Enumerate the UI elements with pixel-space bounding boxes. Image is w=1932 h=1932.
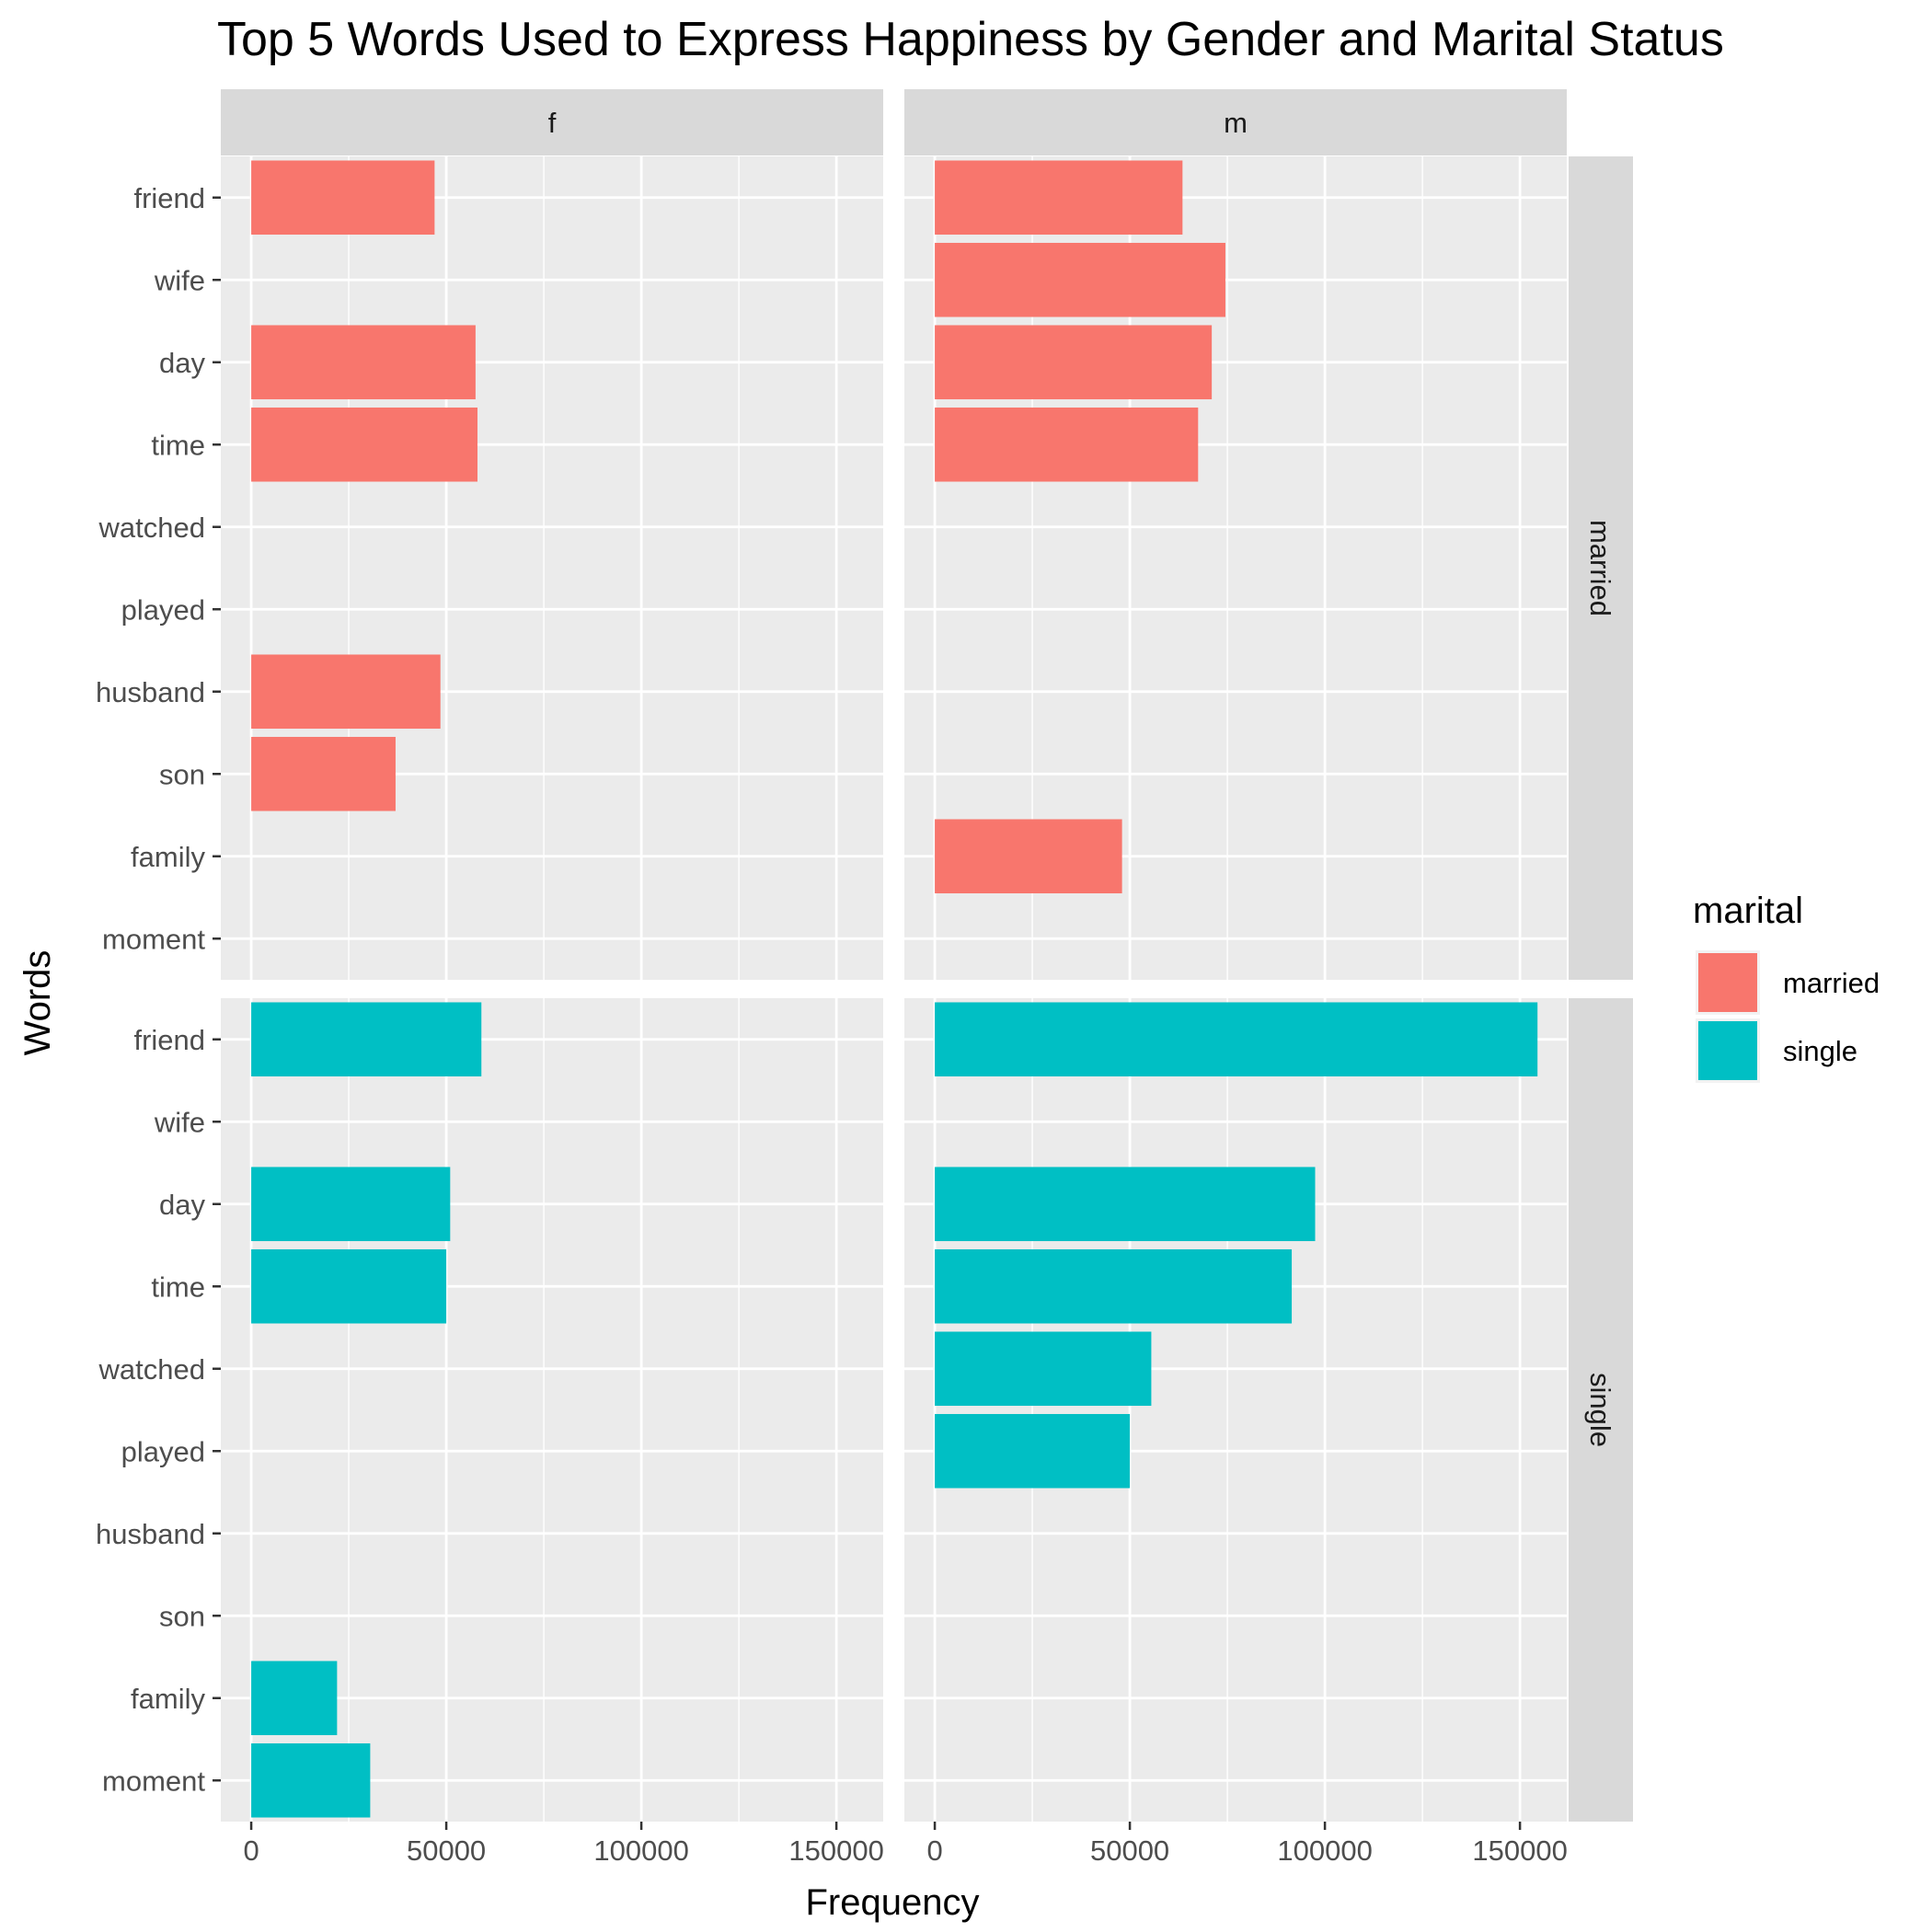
x-tick-label: 50000 xyxy=(407,1834,486,1867)
y-axis-title: Words xyxy=(17,950,58,1056)
bar-m-single-time xyxy=(935,1248,1293,1324)
y-tick-label-moment: moment xyxy=(102,1765,205,1797)
bar-f-single-family xyxy=(251,1661,338,1736)
row-strip-married xyxy=(1569,156,1633,980)
column-strip-f xyxy=(221,89,883,155)
bar-f-single-moment xyxy=(251,1742,371,1818)
y-tick-label-time: time xyxy=(151,429,205,461)
bar-m-single-day xyxy=(935,1167,1316,1242)
row-strip-label-single: single xyxy=(1584,1373,1616,1447)
y-tick-label-wife: wife xyxy=(154,264,205,296)
bar-f-single-friend xyxy=(251,1002,482,1077)
row-strip-label-married: married xyxy=(1584,520,1616,616)
y-tick-label-played: played xyxy=(121,1435,205,1467)
bar-f-single-day xyxy=(251,1167,451,1242)
column-strip-label-f: f xyxy=(548,107,557,139)
panel-m-single xyxy=(904,998,1567,1822)
x-axis-title: Frequency xyxy=(806,1882,980,1923)
column-strip-m xyxy=(904,89,1567,155)
legend: marital married single xyxy=(1693,891,1880,1083)
bar-m-married-wife xyxy=(935,242,1225,317)
x-tick-label: 100000 xyxy=(593,1834,688,1867)
bar-f-married-time xyxy=(251,407,478,482)
bar-m-single-friend xyxy=(935,1002,1538,1077)
y-tick-label-moment: moment xyxy=(102,923,205,955)
legend-label-married: married xyxy=(1783,967,1880,999)
bar-m-married-day xyxy=(935,325,1213,400)
y-tick-label-wife: wife xyxy=(154,1106,205,1138)
panels-layer: f m married single friend wife day time watched p… xyxy=(96,89,1633,1867)
legend-swatch-married xyxy=(1698,953,1757,1012)
panel-f-single xyxy=(221,998,883,1822)
bar-f-married-husband xyxy=(251,654,441,730)
y-tick-label-watched: watched xyxy=(98,1353,205,1386)
bar-m-married-time xyxy=(935,407,1199,482)
x-tick-label: 150000 xyxy=(788,1834,883,1867)
x-tick-label: 50000 xyxy=(1090,1834,1169,1867)
bar-f-married-son xyxy=(251,736,396,811)
y-tick-label-time: time xyxy=(151,1271,205,1303)
bar-m-married-friend xyxy=(935,160,1183,236)
y-tick-label-husband: husband xyxy=(96,1518,205,1550)
bar-m-married-family xyxy=(935,819,1122,894)
y-tick-label-played: played xyxy=(121,593,205,626)
bar-f-married-friend xyxy=(251,160,435,236)
bar-m-single-played xyxy=(935,1413,1131,1489)
legend-title: marital xyxy=(1693,891,1803,931)
y-tick-label-son: son xyxy=(159,758,205,790)
x-tick-label: 100000 xyxy=(1277,1834,1372,1867)
bar-m-single-watched xyxy=(935,1331,1152,1407)
panel-background xyxy=(221,156,883,980)
panel-m-married xyxy=(904,156,1567,980)
panel-f-married xyxy=(221,156,883,980)
x-tick-label: 150000 xyxy=(1472,1834,1567,1867)
column-strip-label-m: m xyxy=(1224,107,1248,139)
y-tick-label-family: family xyxy=(131,841,205,873)
legend-label-single: single xyxy=(1783,1035,1857,1067)
panel-background xyxy=(904,998,1567,1822)
chart-title: Top 5 Words Used to Express Happiness by… xyxy=(217,13,1724,66)
y-tick-label-friend: friend xyxy=(133,182,205,214)
row-strip-single xyxy=(1569,998,1633,1822)
bar-f-single-time xyxy=(251,1248,447,1324)
x-tick-label: 0 xyxy=(243,1834,259,1867)
y-tick-label-friend: friend xyxy=(133,1024,205,1056)
y-tick-label-day: day xyxy=(159,1189,205,1221)
y-tick-label-day: day xyxy=(159,347,205,379)
y-tick-label-husband: husband xyxy=(96,676,205,708)
y-tick-label-son: son xyxy=(159,1600,205,1632)
y-tick-label-family: family xyxy=(131,1683,205,1715)
y-tick-label-watched: watched xyxy=(98,512,205,544)
x-tick-label: 0 xyxy=(926,1834,942,1867)
legend-swatch-single xyxy=(1698,1021,1757,1080)
bar-f-married-day xyxy=(251,325,476,400)
